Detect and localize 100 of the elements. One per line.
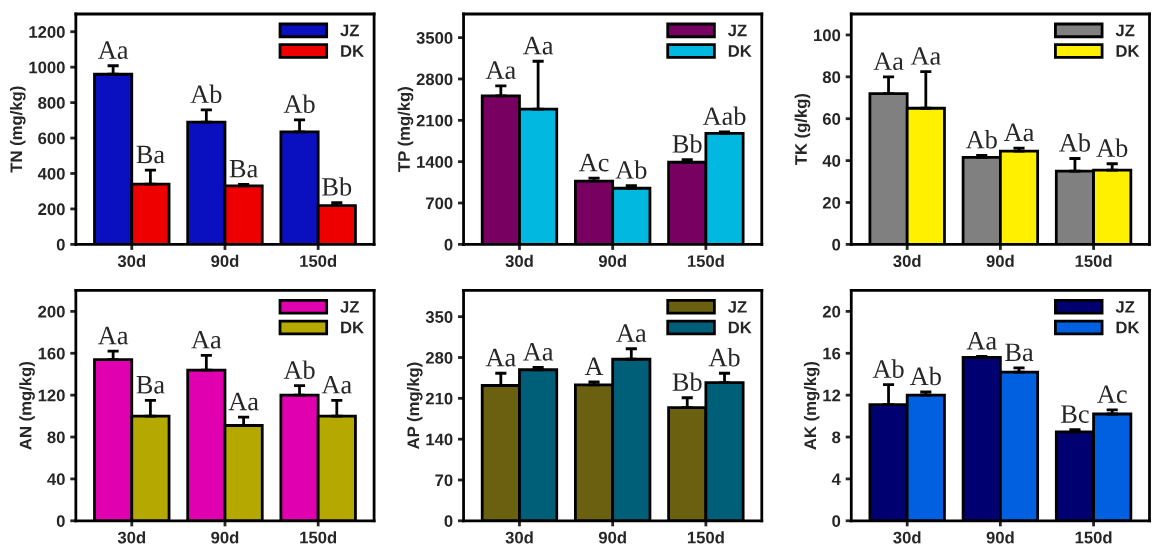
legend-label: JZ (727, 24, 747, 37)
y-tick-label: 16 (823, 347, 841, 360)
data-label: Aa (522, 36, 554, 55)
data-label: Aa (873, 52, 904, 71)
data-label: Aa (910, 47, 941, 65)
y-tick-label: 1200 (29, 26, 65, 38)
data-label: Ba (229, 160, 258, 178)
y-tick-label: 0 (444, 515, 453, 527)
data-label: Bb (672, 372, 702, 391)
data-label: Ab (708, 347, 740, 367)
y-tick-label: 350 (425, 311, 453, 323)
data-label: Aa (616, 324, 647, 343)
data-label: Aa (1003, 123, 1035, 142)
y-tick-label: 280 (425, 351, 453, 364)
x-tick-label: 30d (505, 254, 533, 268)
data-label: Bc (1061, 405, 1089, 423)
y-tick-label: 80 (47, 431, 65, 444)
legend-label: DK (1116, 321, 1140, 334)
x-tick-label: 150d (1075, 531, 1112, 544)
y-tick-label: 0 (56, 238, 65, 251)
x-tick-label: 90d (211, 254, 239, 268)
y-tick-label: 120 (38, 389, 65, 402)
data-label: Ab (965, 130, 997, 149)
x-tick-label: 90d (986, 254, 1014, 268)
x-tick-label: 150d (1075, 254, 1112, 268)
y-tick-label: 40 (47, 473, 65, 486)
x-tick-label: 150d (300, 254, 337, 268)
y-tick-label: 700 (426, 197, 453, 210)
y-tick-label: 40 (822, 155, 841, 167)
x-tick-label: 150d (687, 254, 724, 268)
y-tick-label: 1400 (417, 156, 453, 168)
legend-label: JZ (340, 24, 359, 37)
data-label: Ab (1096, 138, 1128, 157)
data-label: Ab (1059, 133, 1091, 152)
y-tick-label: 4 (831, 473, 841, 485)
y-tick-label: 20 (822, 305, 841, 318)
y-tick-label: 0 (832, 238, 841, 251)
x-tick-label: 90d (211, 531, 239, 544)
legend-label: DK (728, 45, 752, 57)
x-tick-label: 30d (893, 254, 921, 268)
data-label: Aab (702, 106, 746, 126)
y-tick-label: 400 (37, 167, 65, 180)
x-tick-label: 90d (598, 531, 626, 544)
x-tick-label: 150d (687, 531, 724, 544)
data-label: Bb (322, 177, 352, 196)
y-tick-label: 200 (38, 203, 65, 216)
legend-label: JZ (340, 301, 359, 313)
data-label: Ab (283, 360, 315, 379)
legend-label: DK (728, 321, 752, 334)
data-label: Aa (98, 326, 129, 345)
data-label: Aa (321, 375, 352, 394)
data-label: Aa (191, 330, 222, 349)
y-tick-label: 70 (435, 474, 453, 487)
data-label: A (584, 357, 604, 375)
y-tick-label: 160 (38, 347, 65, 360)
y-tick-label: 600 (38, 132, 65, 145)
data-label: Ba (136, 145, 165, 164)
y-tick-label: 8 (832, 431, 841, 444)
y-tick-label: 2100 (416, 114, 453, 127)
data-label: Ab (190, 84, 222, 104)
y-tick-label: 210 (425, 392, 453, 405)
data-label: Ac (578, 153, 609, 172)
y-tick-label: 0 (56, 515, 65, 527)
x-tick-label: 30d (505, 531, 533, 544)
data-label: Aa (485, 348, 516, 367)
data-label: Aa (228, 392, 259, 411)
y-tick-label: 2800 (416, 73, 453, 86)
data-label: Aa (966, 331, 997, 350)
data-label: Aa (98, 41, 129, 59)
x-tick-label: 30d (893, 531, 921, 544)
data-label: Aa (485, 61, 516, 80)
x-tick-label: 30d (117, 531, 146, 544)
data-label: Ab (872, 359, 904, 378)
x-tick-label: 90d (598, 254, 626, 268)
y-axis-title: AK (mg/kg) (803, 362, 820, 450)
y-tick-label: 0 (444, 238, 453, 251)
data-label: Ab (615, 160, 647, 179)
legend-label: JZ (727, 301, 747, 313)
data-label: Ac (1097, 385, 1127, 404)
y-tick-label: 3500 (416, 32, 453, 44)
y-tick-label: 800 (38, 97, 65, 109)
legend-label: DK (341, 321, 364, 334)
data-label: Ba (1005, 343, 1034, 362)
y-tick-label: 20 (822, 196, 841, 209)
data-label: Ab (283, 94, 315, 114)
data-label: Bb (672, 134, 702, 153)
data-label: Aa (522, 342, 554, 361)
legend-label: JZ (1115, 24, 1135, 37)
y-tick-label: 140 (426, 433, 453, 446)
y-axis-title: TN (mg/kg) (9, 86, 26, 173)
y-tick-label: 60 (822, 113, 841, 125)
legend-label: DK (341, 45, 364, 57)
y-tick-label: 12 (823, 389, 841, 402)
x-tick-label: 150d (300, 531, 337, 544)
y-tick-label: 80 (822, 71, 841, 84)
data-label: Ba (136, 376, 165, 394)
legend-label: JZ (1115, 301, 1135, 313)
x-tick-label: 90d (986, 531, 1014, 544)
y-tick-label: 1000 (29, 61, 65, 74)
legend-label: DK (1116, 45, 1140, 57)
